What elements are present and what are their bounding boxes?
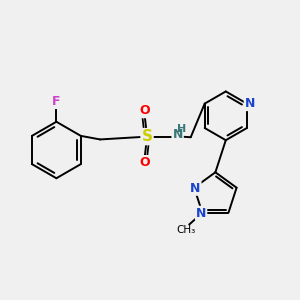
- Text: N: N: [190, 182, 201, 195]
- Text: O: O: [139, 104, 150, 117]
- Text: F: F: [52, 95, 61, 108]
- Text: S: S: [142, 129, 152, 144]
- Text: CH₃: CH₃: [177, 225, 196, 235]
- Text: H: H: [177, 124, 186, 134]
- Text: O: O: [139, 156, 150, 169]
- Text: N: N: [196, 207, 206, 220]
- Text: N: N: [172, 128, 183, 141]
- Text: N: N: [245, 97, 255, 110]
